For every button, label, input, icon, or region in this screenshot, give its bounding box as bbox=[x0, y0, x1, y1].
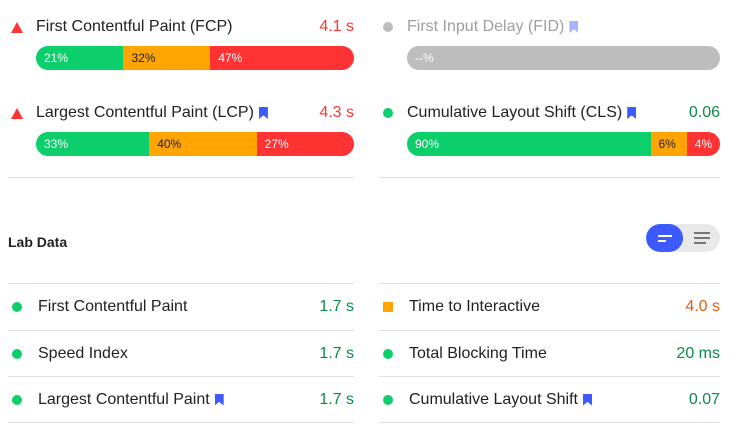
field-data-right: First Input Delay (FID) --% Cumulative L… bbox=[379, 0, 720, 180]
lab-metric-lcp: Largest Contentful Paint 1.7 s bbox=[8, 376, 354, 423]
poor-segment: 47% bbox=[210, 46, 354, 70]
poor-segment: 4% bbox=[686, 132, 720, 156]
metric-label: First Contentful Paint (FCP) bbox=[36, 18, 233, 35]
metric-label: Speed Index bbox=[38, 344, 128, 362]
bookmark-icon bbox=[582, 393, 592, 406]
metric-value: 4.0 s bbox=[685, 297, 720, 315]
metric-label: First Input Delay (FID) bbox=[407, 18, 565, 35]
average-segment: 40% bbox=[149, 132, 257, 156]
green-circle-icon bbox=[12, 348, 22, 359]
metric-fcp: First Contentful Paint (FCP) 4.1 s 21% 3… bbox=[8, 6, 354, 88]
good-segment: 90% bbox=[407, 132, 651, 156]
distribution-bar: 21% 32% 47% bbox=[36, 46, 354, 70]
no-data-segment: --% bbox=[407, 46, 720, 70]
lab-metric-fcp: First Contentful Paint 1.7 s bbox=[8, 283, 354, 329]
lab-metric-si: Speed Index 1.7 s bbox=[8, 330, 354, 376]
metric-label: Total Blocking Time bbox=[409, 344, 547, 362]
good-segment: 33% bbox=[36, 132, 150, 156]
gray-circle-icon bbox=[383, 22, 393, 32]
bookmark-icon bbox=[214, 393, 224, 406]
good-segment: 21% bbox=[36, 46, 124, 70]
metric-value: 0.06 bbox=[688, 104, 720, 121]
metric-value: 4.3 s bbox=[319, 104, 354, 121]
green-circle-icon bbox=[383, 108, 393, 118]
metric-label: Cumulative Layout Shift (CLS) bbox=[407, 104, 623, 121]
detail-view-button[interactable] bbox=[683, 224, 720, 252]
green-circle-icon bbox=[12, 394, 22, 405]
lab-metric-tti: Time to Interactive 4.0 s bbox=[379, 283, 720, 329]
metric-value: 20 ms bbox=[676, 344, 720, 362]
lab-metric-cls: Cumulative Layout Shift 0.07 bbox=[379, 376, 720, 423]
green-circle-icon bbox=[12, 301, 22, 312]
distribution-bar: --% bbox=[407, 46, 720, 70]
metric-value: 0.07 bbox=[688, 390, 720, 408]
bookmark-icon bbox=[258, 107, 268, 119]
metric-label: Cumulative Layout Shift bbox=[409, 390, 578, 408]
green-circle-icon bbox=[383, 348, 393, 359]
average-segment: 32% bbox=[123, 46, 211, 70]
lab-metric-tbt: Total Blocking Time 20 ms bbox=[379, 330, 720, 376]
poor-segment: 27% bbox=[256, 132, 354, 156]
metric-label: Time to Interactive bbox=[409, 297, 541, 315]
metric-label: Largest Contentful Paint (LCP) bbox=[36, 104, 254, 121]
metric-lcp: Largest Contentful Paint (LCP) 4.3 s 33%… bbox=[8, 92, 354, 178]
distribution-bar: 90% 6% 4% bbox=[407, 132, 720, 156]
red-triangle-icon bbox=[11, 21, 23, 33]
metric-cls: Cumulative Layout Shift (CLS) 0.06 90% 6… bbox=[379, 92, 720, 178]
metric-fid: First Input Delay (FID) --% bbox=[379, 6, 720, 88]
field-data-left: First Contentful Paint (FCP) 4.1 s 21% 3… bbox=[8, 0, 354, 180]
bookmark-icon bbox=[569, 21, 579, 33]
metric-value: 1.7 s bbox=[319, 344, 354, 362]
distribution-bar: 33% 40% 27% bbox=[36, 132, 354, 156]
metric-value: 1.7 s bbox=[319, 297, 354, 315]
lab-data-title: Lab Data bbox=[8, 234, 68, 250]
metric-label: Largest Contentful Paint bbox=[38, 390, 210, 408]
orange-square-icon bbox=[383, 301, 393, 312]
average-segment: 6% bbox=[650, 132, 687, 156]
green-circle-icon bbox=[383, 394, 393, 405]
metric-value: 4.1 s bbox=[319, 18, 354, 35]
bookmark-icon bbox=[627, 107, 637, 119]
view-toggle[interactable] bbox=[646, 224, 720, 252]
summary-view-button[interactable] bbox=[646, 224, 683, 252]
metric-label: First Contentful Paint bbox=[38, 297, 188, 315]
red-triangle-icon bbox=[11, 107, 23, 119]
metric-value: 1.7 s bbox=[319, 390, 354, 408]
